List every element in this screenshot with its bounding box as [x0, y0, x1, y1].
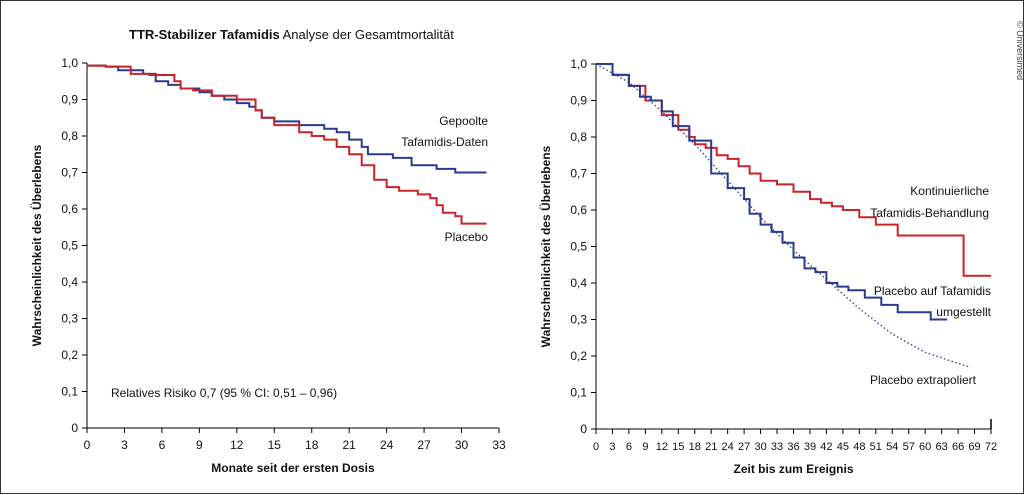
x-tick-label: 66 [952, 441, 964, 453]
y-tick-label: 0,5 [61, 239, 78, 253]
x-tick-label: 33 [492, 438, 506, 452]
y-tick-label: 0,7 [61, 166, 78, 180]
x-tick-label: 27 [417, 438, 431, 452]
y-tick-label: 0,1 [570, 386, 587, 400]
y-tick-label: 0,3 [61, 312, 78, 326]
y-tick-label: 0,5 [570, 240, 587, 254]
x-tick-label: 6 [159, 438, 166, 452]
y-tick-label: 0,8 [61, 129, 78, 143]
y-axis-label: Wahrscheinlichkeit des Überlebens [29, 144, 44, 346]
series-label: Placebo auf Tafamidis [874, 284, 991, 298]
x-tick-label: 27 [738, 441, 750, 453]
x-tick-label: 54 [886, 441, 898, 453]
x-tick-label: 39 [804, 441, 816, 453]
x-axis-label: Zeit bis zum Ereignis [733, 462, 853, 476]
series-label: Placebo extrapoliert [870, 373, 977, 387]
x-tick-label: 72 [985, 441, 997, 453]
x-tick-label: 45 [837, 441, 849, 453]
y-tick-label: 0,4 [61, 275, 78, 289]
x-tick-label: 15 [672, 441, 684, 453]
x-tick-label: 57 [903, 441, 915, 453]
x-tick-label: 15 [268, 438, 282, 452]
y-tick-label: 0 [580, 422, 587, 436]
chart-1: 0 0,1 0,2 0,3 0,4 0,5 0,6 0,7 0,8 0,9 1,0 0 3 6 9 12 15 1… [29, 56, 506, 475]
figure-title: TTR-Stabilizer Tafamidis Analyse der Ges… [129, 27, 454, 42]
y-tick-label: 0,2 [61, 348, 78, 362]
series-line-1 [596, 63, 991, 277]
x-tick-label: 24 [722, 441, 734, 453]
y-tick-label: 0,2 [570, 349, 587, 363]
x-tick-label: 0 [593, 441, 599, 453]
series-line-2 [596, 63, 948, 321]
x-tick-label: 9 [642, 441, 648, 453]
y-tick-label: 0,6 [61, 202, 78, 216]
series-line-1 [87, 64, 487, 174]
y-tick-label: 0,7 [570, 167, 587, 181]
annotation-text: Relatives Risiko 0,7 (95 % CI: 0,51 – 0,… [111, 386, 337, 400]
x-tick-label: 3 [609, 441, 615, 453]
x-tick-label: 51 [870, 441, 882, 453]
x-tick-label: 30 [754, 441, 766, 453]
x-axis-label: Monate seit der ersten Dosis [211, 461, 375, 475]
x-tick-label: 3 [121, 438, 128, 452]
title-rest: Analyse der Gesamtmortalität [282, 27, 454, 42]
y-tick-label: 0 [71, 421, 78, 435]
chart-2: 00,10,20,30,40,50,60,70,80,91,00 3 6 9 12 15 1… [538, 57, 997, 476]
y-tick-label: 0,9 [61, 93, 78, 107]
x-tick-label: 9 [196, 438, 203, 452]
y-tick-label: 0,4 [570, 276, 587, 290]
y-tick-label: 1,0 [61, 56, 78, 70]
x-tick-label: 12 [656, 441, 668, 453]
x-tick-label: 21 [705, 441, 717, 453]
series-label: Placebo [445, 230, 489, 244]
x-tick-label: 60 [919, 441, 931, 453]
series-label: Kontinuierliche [910, 184, 989, 198]
x-tick-label: 30 [455, 438, 469, 452]
series-line-3 [595, 63, 970, 368]
x-tick-label: 6 [626, 441, 632, 453]
x-tick-label: 33 [771, 441, 783, 453]
x-tick-label: 24 [380, 438, 394, 452]
title-bold: TTR-Stabilizer Tafamidis [129, 27, 280, 42]
x-tick-label: 0 [84, 438, 91, 452]
series-label: Gepoolte [439, 114, 488, 128]
series-label: Tafamidis-Daten [401, 135, 488, 149]
y-tick-label: 1,0 [570, 57, 587, 71]
copyright-text: © Universimed [1015, 21, 1024, 80]
x-tick-label: 48 [853, 441, 865, 453]
y-axis-label: Wahrscheinlichkeit des Überlebens [538, 145, 553, 347]
y-tick-label: 0,3 [570, 313, 587, 327]
x-tick-label: 42 [820, 441, 832, 453]
series-line-2 [87, 64, 487, 225]
x-tick-label: 18 [305, 438, 319, 452]
x-tick-label: 63 [936, 441, 948, 453]
y-tick-label: 0,9 [570, 94, 587, 108]
y-tick-label: 0,8 [570, 130, 587, 144]
x-tick-label: 21 [343, 438, 357, 452]
y-tick-label: 0,1 [61, 385, 78, 399]
series-label: umgestellt [936, 305, 991, 319]
x-tick-label: 69 [968, 441, 980, 453]
x-tick-label: 12 [230, 438, 244, 452]
series-label: Tafamidis-Behandlung [870, 206, 989, 220]
y-tick-label: 0,6 [570, 203, 587, 217]
x-tick-label: 18 [689, 441, 701, 453]
x-tick-label: 36 [787, 441, 799, 453]
